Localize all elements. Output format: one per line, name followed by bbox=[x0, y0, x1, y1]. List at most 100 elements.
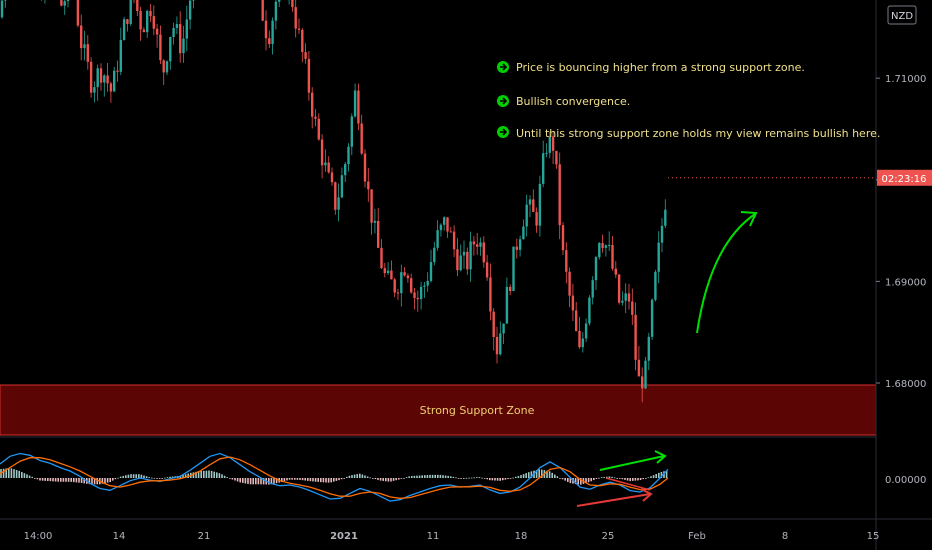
histogram-bar bbox=[437, 474, 439, 478]
histogram-bar bbox=[496, 478, 499, 481]
candle-body bbox=[452, 231, 456, 250]
candle-body bbox=[413, 292, 416, 298]
histogram-bar bbox=[114, 478, 117, 480]
candle-body bbox=[116, 70, 119, 72]
signal-line bbox=[0, 456, 669, 499]
histogram-bar bbox=[260, 478, 262, 485]
histogram-bar bbox=[288, 478, 291, 480]
note-text: Until this strong support zone holds my … bbox=[516, 127, 880, 140]
candlestick-series bbox=[0, 0, 667, 403]
candle-body bbox=[152, 16, 155, 29]
histogram-bar bbox=[494, 478, 496, 481]
histogram-bar bbox=[626, 478, 629, 481]
histogram-bar bbox=[426, 475, 429, 478]
candle-body bbox=[377, 220, 380, 248]
histogram-bar bbox=[364, 475, 366, 478]
histogram-bar bbox=[252, 478, 254, 485]
support-zone-label: Strong Support Zone bbox=[420, 404, 535, 417]
candle-body bbox=[456, 249, 459, 271]
support-zone[interactable] bbox=[0, 384, 877, 436]
candle-body bbox=[400, 272, 403, 294]
candle-body bbox=[637, 359, 641, 377]
histogram-bar bbox=[439, 474, 442, 478]
candle-body bbox=[594, 257, 598, 281]
histogram-bar bbox=[507, 478, 509, 480]
candle-body bbox=[578, 330, 581, 348]
candle-body bbox=[485, 262, 489, 278]
candle-body bbox=[571, 295, 575, 311]
candle-body bbox=[429, 262, 433, 281]
candle-body bbox=[406, 275, 410, 279]
histogram-bar bbox=[47, 478, 49, 482]
histogram-bar bbox=[374, 478, 377, 480]
candle-body bbox=[650, 299, 654, 337]
histogram-bar bbox=[338, 478, 340, 481]
histogram-bar bbox=[359, 473, 361, 478]
histogram-bar bbox=[528, 472, 530, 478]
histogram-bar bbox=[556, 476, 559, 478]
histogram-bar bbox=[655, 474, 657, 478]
histogram-bar bbox=[104, 478, 106, 484]
candle-body bbox=[598, 243, 601, 258]
candle-body bbox=[60, 0, 63, 6]
note-item: Price is bouncing higher from a strong s… bbox=[497, 61, 805, 74]
time-axis[interactable]: 14:00 14 21 2021 11 18 25 Feb 8 15 bbox=[24, 531, 880, 542]
candle-body bbox=[644, 360, 647, 389]
note-text: Price is bouncing higher from a strong s… bbox=[516, 61, 805, 74]
candle-body bbox=[383, 268, 386, 274]
candle-body bbox=[314, 116, 317, 119]
indicator-rising-arrow[interactable] bbox=[599, 450, 667, 471]
histogram-bar bbox=[491, 478, 494, 481]
candle-body bbox=[119, 40, 122, 72]
candle-body bbox=[109, 83, 113, 92]
histogram-bar bbox=[312, 478, 314, 482]
histogram-bar bbox=[624, 478, 626, 480]
histogram-bar bbox=[91, 478, 93, 485]
bullish-projection-arrow[interactable] bbox=[696, 211, 758, 334]
histogram-bar bbox=[660, 471, 663, 478]
candle-body bbox=[426, 280, 429, 286]
histogram-bar bbox=[234, 478, 236, 481]
candle-body bbox=[172, 27, 175, 37]
histogram-bar bbox=[231, 478, 234, 480]
histogram-bar bbox=[515, 476, 517, 478]
histogram-bar bbox=[603, 476, 605, 478]
histogram-bar bbox=[408, 476, 410, 478]
candle-body bbox=[294, 7, 297, 29]
candle-body bbox=[330, 172, 334, 183]
candle-body bbox=[380, 247, 383, 269]
candle-body bbox=[443, 217, 446, 225]
candle-body bbox=[126, 19, 129, 24]
indicator-divergence-arrow[interactable] bbox=[576, 488, 653, 507]
indicator-falling-arrow[interactable] bbox=[605, 477, 651, 491]
histogram-bar bbox=[127, 474, 130, 478]
histogram-bar bbox=[307, 478, 309, 481]
candle-body bbox=[588, 297, 591, 324]
histogram-bar bbox=[569, 478, 572, 484]
candle-body bbox=[476, 244, 479, 247]
candle-body bbox=[654, 271, 657, 300]
histogram-bar bbox=[403, 478, 405, 479]
histogram-bar bbox=[44, 478, 46, 481]
arrow-right-icon bbox=[497, 95, 509, 107]
time-tick-label: 14:00 bbox=[24, 531, 53, 542]
candle-body bbox=[159, 34, 162, 61]
candle-body bbox=[565, 250, 568, 272]
histogram-bar bbox=[54, 478, 57, 482]
candle-body bbox=[301, 29, 304, 53]
histogram-bar bbox=[606, 476, 608, 478]
candle-body bbox=[403, 272, 406, 276]
histogram-bar bbox=[78, 478, 80, 483]
svg-text:02:23:16: 02:23:16 bbox=[882, 174, 927, 185]
histogram-bar bbox=[325, 478, 327, 483]
candle-body bbox=[96, 68, 99, 88]
candle-body bbox=[297, 28, 301, 30]
histogram-bar bbox=[512, 477, 514, 479]
current-price-tag: 02:23:16 bbox=[877, 169, 932, 186]
currency-badge[interactable]: NZD bbox=[887, 5, 917, 25]
histogram-bar bbox=[23, 473, 26, 478]
histogram-bar bbox=[590, 478, 592, 482]
histogram-bar bbox=[262, 478, 265, 485]
histogram-bar bbox=[301, 478, 304, 481]
